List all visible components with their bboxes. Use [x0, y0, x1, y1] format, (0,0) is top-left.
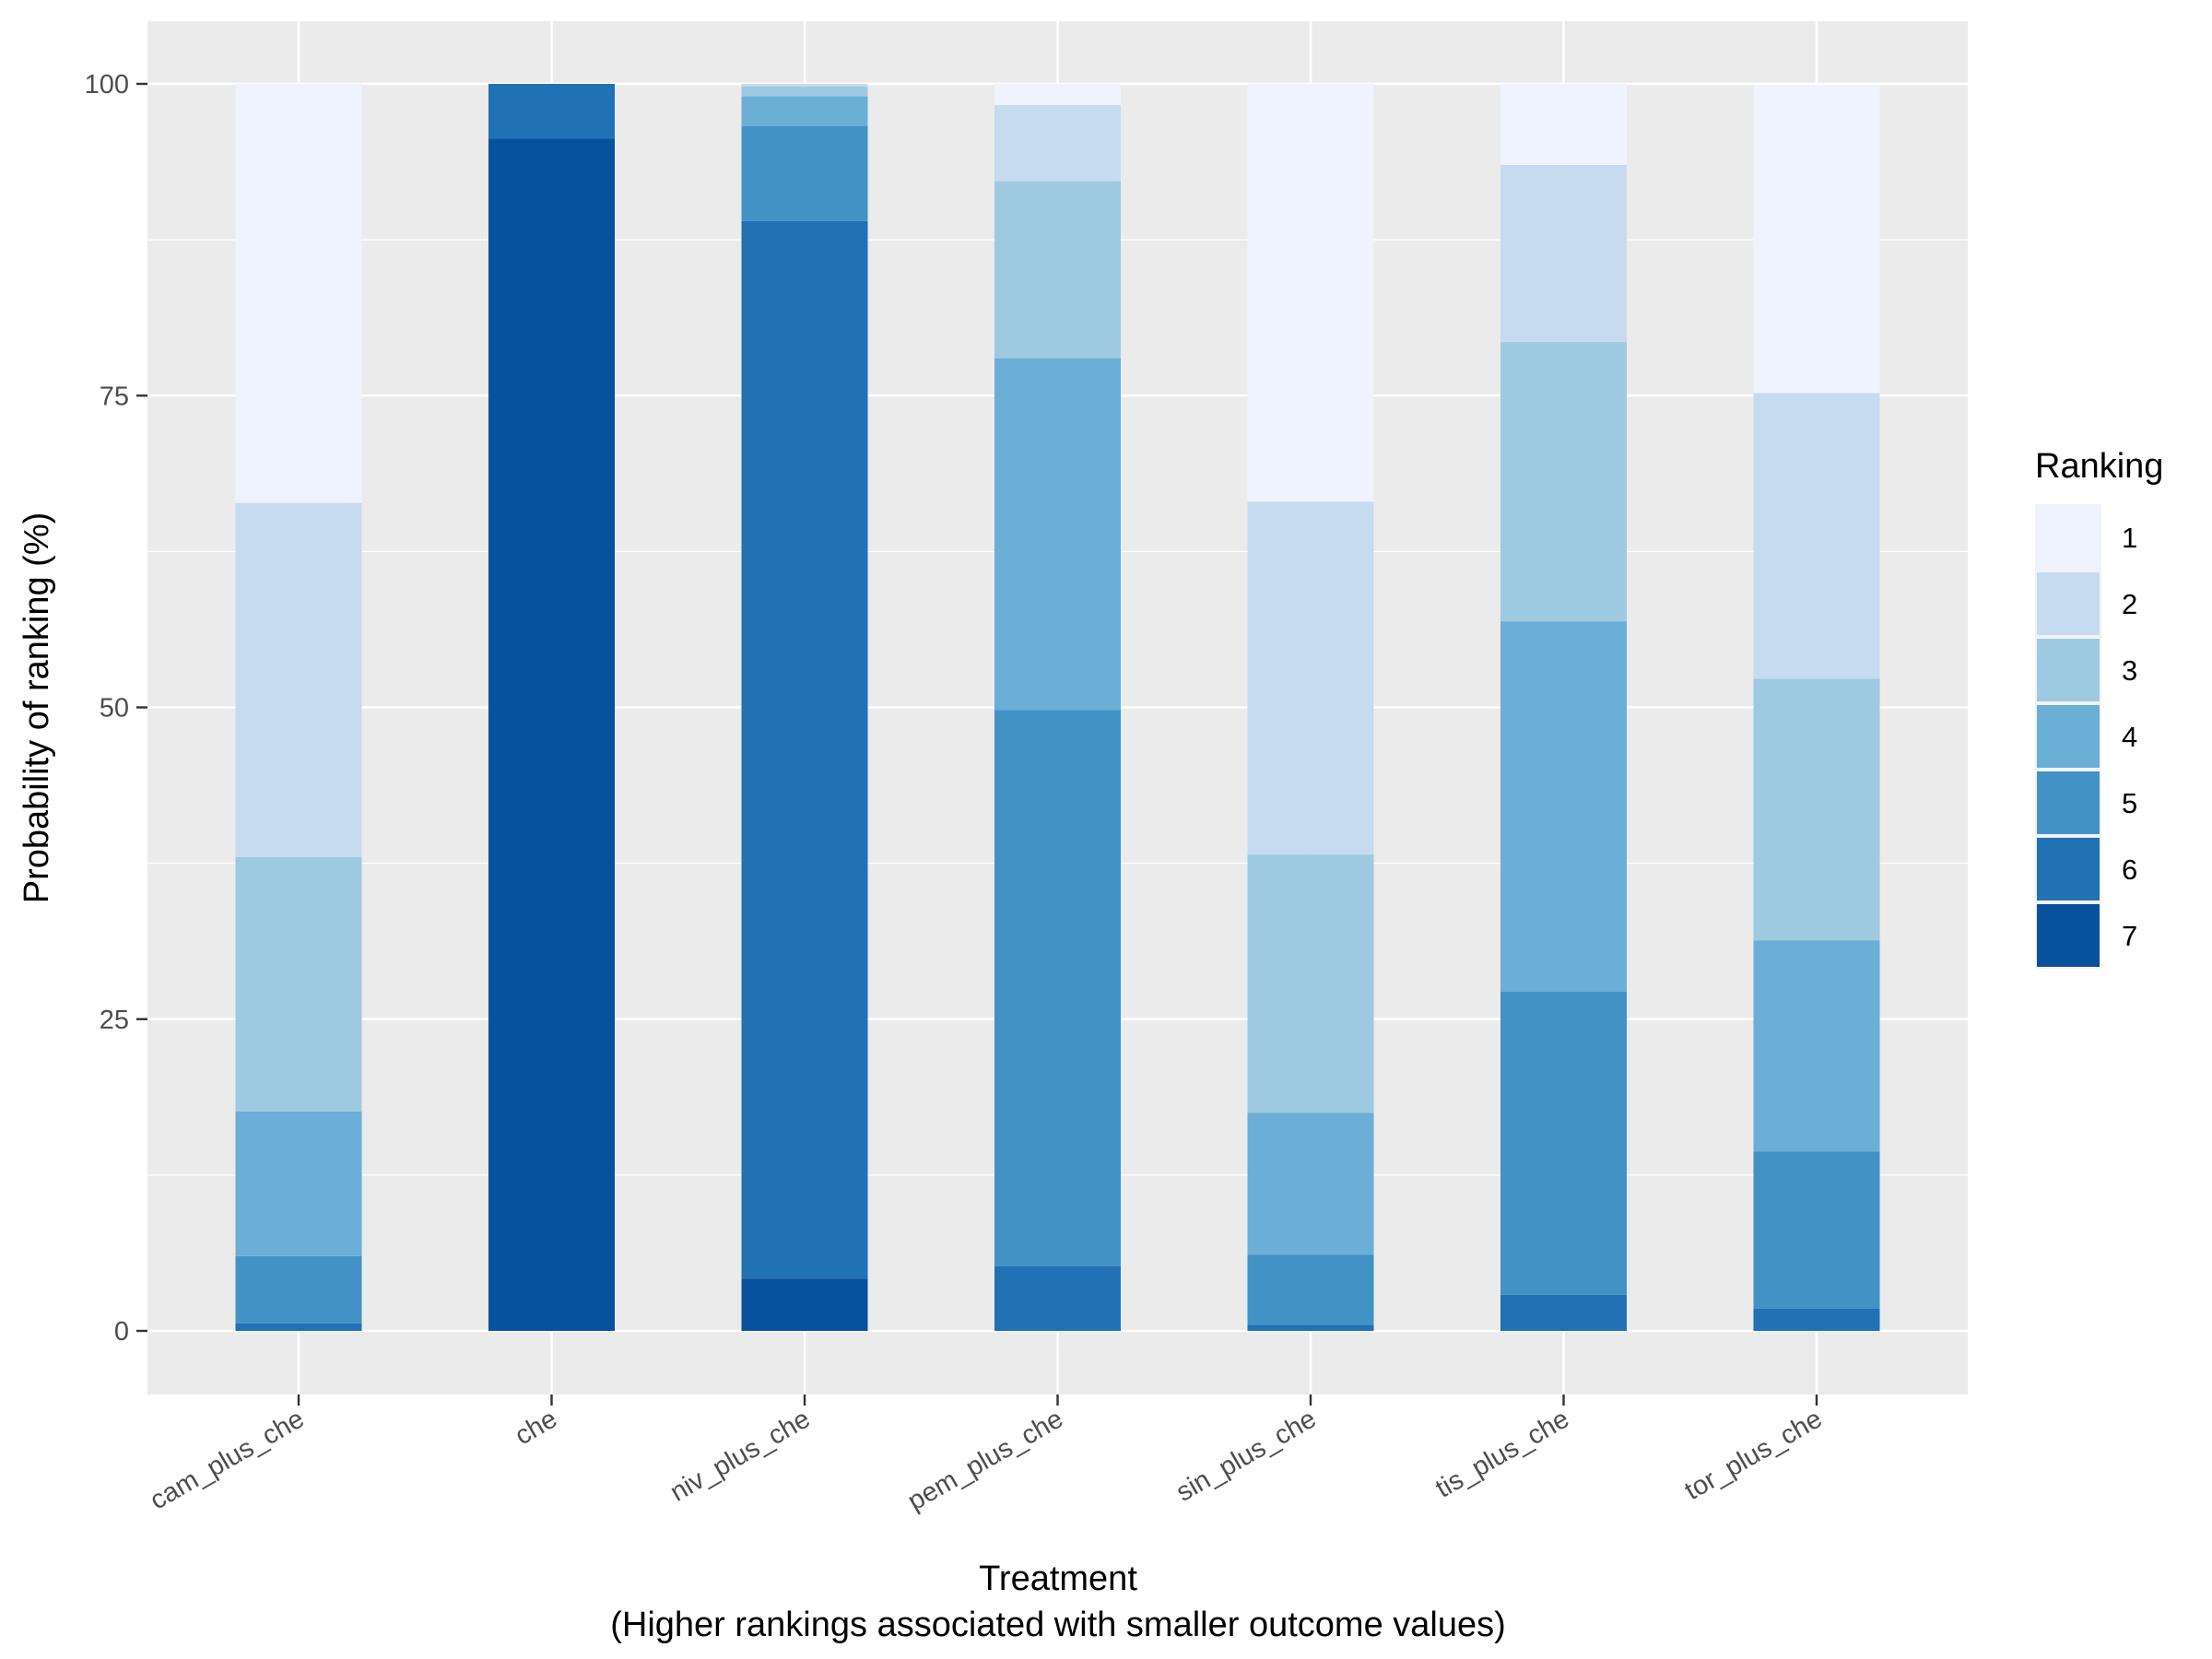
y-tick-label: 50: [100, 694, 129, 724]
legend-label: 3: [2122, 654, 2137, 687]
bar-segment: [1753, 393, 1880, 679]
bar-segment: [1247, 84, 1374, 502]
bar-segment: [1500, 342, 1627, 622]
legend-label: 6: [2122, 853, 2137, 886]
bar-segment: [741, 126, 868, 221]
legend-label: 7: [2122, 920, 2137, 952]
bar-segment: [741, 1278, 868, 1331]
legend-swatch: [2037, 771, 2100, 834]
legend-swatch: [2037, 838, 2100, 900]
y-tick-label: 0: [114, 1317, 129, 1347]
bar-segment: [741, 84, 868, 87]
y-tick-label: 75: [100, 382, 129, 411]
legend-label: 4: [2122, 721, 2137, 753]
legend-swatch: [2037, 506, 2100, 569]
bar-segment: [235, 84, 362, 503]
bar-segment: [1753, 1308, 1880, 1331]
legend-swatch: [2037, 904, 2100, 967]
bar-segment: [741, 96, 868, 127]
legend-swatch: [2037, 705, 2100, 768]
x-axis-ticks: cam_plus_che che niv_plus_che pem_plus_che s…: [146, 1394, 1828, 1516]
bar-segment: [994, 181, 1121, 359]
y-axis-title: Probability of ranking (%): [18, 512, 56, 904]
bar-segment: [994, 1265, 1121, 1331]
bar-segment: [994, 710, 1121, 1266]
x-axis-subtitle: (Higher rankings associated with smaller…: [610, 1606, 1506, 1644]
bar-segment: [235, 1111, 362, 1256]
bar-segment: [1247, 1324, 1374, 1331]
x-tick-label: che: [510, 1404, 562, 1451]
bar-segment: [994, 84, 1121, 106]
x-tick-label: cam_plus_che: [146, 1404, 310, 1515]
bar-segment: [1753, 678, 1880, 941]
legend-swatch: [2037, 572, 2100, 635]
x-tick-label: niv_plus_che: [665, 1404, 816, 1507]
legend-label: 2: [2122, 588, 2137, 620]
bar-segment: [1500, 621, 1627, 992]
bar-segment: [235, 1255, 362, 1324]
bar-segment: [994, 358, 1121, 711]
bar-segment: [741, 220, 868, 1279]
legend-swatch: [2037, 639, 2100, 701]
bar-segment: [1247, 1112, 1374, 1255]
bar-segment: [1500, 164, 1627, 343]
legend-label: 5: [2122, 787, 2137, 819]
bar-segment: [1753, 940, 1880, 1152]
x-tick-label: sin_plus_che: [1171, 1404, 1322, 1507]
bar-segment: [1500, 991, 1627, 1295]
bar-segment: [1753, 1151, 1880, 1309]
x-tick-label: tor_plus_che: [1680, 1404, 1828, 1506]
bar-segment: [994, 105, 1121, 182]
y-tick-label: 100: [85, 70, 129, 100]
legend-title: Ranking: [2035, 447, 2163, 486]
bar-segment: [1247, 854, 1374, 1113]
y-axis-ticks: 0 25 50 75 100: [85, 70, 147, 1347]
bar-segment: [1247, 1254, 1374, 1325]
bar-segment: [1500, 1294, 1627, 1331]
legend-label: 1: [2122, 522, 2137, 554]
bar-segment: [1500, 84, 1627, 165]
bar-segment: [741, 86, 868, 97]
bar-segment: [1247, 501, 1374, 855]
stacked-bars: [235, 84, 1880, 1332]
bar-segment: [488, 138, 615, 1332]
legend: 1 2 3 4 5 6 7: [2035, 504, 2137, 969]
bar-segment: [1753, 85, 1880, 394]
x-tick-label: tis_plus_che: [1430, 1404, 1574, 1503]
x-tick-label: pem_plus_che: [903, 1404, 1068, 1516]
y-tick-label: 25: [100, 1006, 129, 1035]
bar-segment: [235, 856, 362, 1112]
bar-segment: [235, 502, 362, 857]
bar-segment: [488, 84, 615, 139]
bar-segment: [235, 1323, 362, 1331]
x-axis-title: Treatment: [979, 1559, 1137, 1598]
